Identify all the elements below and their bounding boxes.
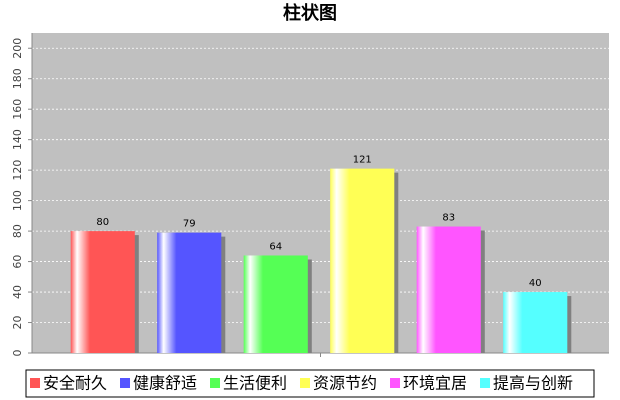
bar bbox=[70, 231, 135, 353]
y-tick-label: 180 bbox=[11, 68, 24, 89]
legend-swatch bbox=[120, 378, 130, 388]
y-tick-label: 140 bbox=[11, 129, 24, 150]
value-label: 83 bbox=[442, 213, 455, 224]
y-tick-label: 200 bbox=[11, 38, 24, 59]
y-tick-label: 160 bbox=[11, 99, 24, 120]
bar bbox=[330, 168, 395, 353]
bar bbox=[503, 292, 568, 353]
legend-swatch bbox=[210, 378, 220, 388]
bar bbox=[416, 226, 481, 353]
y-tick-label: 40 bbox=[11, 285, 24, 299]
legend-swatch bbox=[480, 378, 490, 388]
value-label: 40 bbox=[529, 278, 542, 289]
y-tick-label: 120 bbox=[11, 160, 24, 181]
legend-label: 资源节约 bbox=[313, 374, 377, 393]
chart-title: 柱状图 bbox=[283, 2, 337, 24]
bar bbox=[157, 232, 222, 353]
legend-label: 生活便利 bbox=[223, 374, 287, 393]
y-tick-label: 20 bbox=[11, 316, 24, 330]
y-tick-label: 0 bbox=[11, 350, 24, 357]
legend-swatch bbox=[390, 378, 400, 388]
value-label: 80 bbox=[96, 217, 109, 228]
legend-swatch bbox=[30, 378, 40, 388]
value-label: 79 bbox=[183, 219, 196, 230]
y-tick-label: 60 bbox=[11, 255, 24, 269]
value-label: 121 bbox=[353, 155, 372, 166]
legend-label: 健康舒适 bbox=[133, 374, 197, 393]
y-tick-label: 100 bbox=[11, 190, 24, 211]
legend-label: 环境宜居 bbox=[403, 374, 467, 393]
y-tick-label: 80 bbox=[11, 224, 24, 238]
bar bbox=[243, 255, 308, 353]
legend-label: 安全耐久 bbox=[43, 374, 107, 393]
value-label: 64 bbox=[269, 241, 282, 252]
legend-label: 提高与创新 bbox=[493, 374, 573, 393]
legend-swatch bbox=[300, 378, 310, 388]
